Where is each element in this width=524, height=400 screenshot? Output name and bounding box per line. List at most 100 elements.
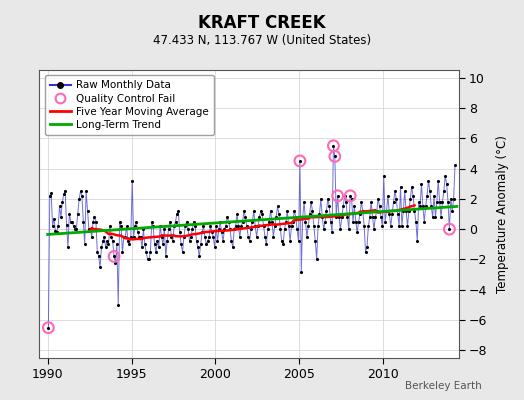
Point <box>420 218 429 225</box>
Point <box>220 226 228 232</box>
Point <box>335 214 343 220</box>
Text: KRAFT CREEK: KRAFT CREEK <box>198 14 326 32</box>
Point <box>104 241 113 248</box>
Point <box>438 199 446 205</box>
Point <box>412 218 420 225</box>
Point <box>155 244 163 250</box>
Point <box>243 223 251 229</box>
Point <box>138 244 146 250</box>
Point <box>315 211 324 217</box>
Point <box>434 178 442 184</box>
Point <box>253 234 261 240</box>
Point <box>135 234 144 240</box>
Point <box>125 241 134 248</box>
Point <box>68 218 77 225</box>
Point <box>99 238 107 244</box>
Point <box>181 223 190 229</box>
Point <box>433 199 441 205</box>
Point <box>118 249 127 255</box>
Point <box>149 223 157 229</box>
Point <box>71 226 79 232</box>
Point <box>278 238 286 244</box>
Point <box>347 196 356 202</box>
Point <box>419 203 427 210</box>
Point <box>56 203 64 210</box>
Point <box>182 218 191 225</box>
Point <box>44 324 52 331</box>
Point <box>257 208 265 214</box>
Point <box>199 223 208 229</box>
Point <box>384 193 392 199</box>
Point <box>392 196 400 202</box>
Point <box>270 223 279 229</box>
Point <box>332 214 341 220</box>
Point <box>57 214 65 220</box>
Point <box>170 223 178 229</box>
Point <box>62 222 71 228</box>
Point <box>97 244 106 250</box>
Point <box>113 241 121 248</box>
Point <box>67 218 75 225</box>
Point <box>94 253 103 260</box>
Point <box>400 188 409 194</box>
Point <box>304 223 312 229</box>
Point <box>291 214 300 220</box>
Point <box>110 253 118 260</box>
Point <box>58 199 67 205</box>
Point <box>387 223 395 229</box>
Point <box>190 218 198 225</box>
Point <box>180 234 188 240</box>
Point <box>160 226 169 232</box>
Point <box>52 229 61 235</box>
Point <box>196 241 205 248</box>
Point <box>427 203 435 210</box>
Point <box>79 218 88 225</box>
Point <box>368 214 377 220</box>
Point <box>444 199 452 205</box>
Point <box>69 223 78 229</box>
Point <box>266 208 275 214</box>
Point <box>202 241 211 248</box>
Point <box>303 234 311 240</box>
Point <box>185 238 194 244</box>
Point <box>191 223 199 229</box>
Point <box>324 196 332 202</box>
Point <box>318 214 326 220</box>
Point <box>244 234 253 240</box>
Point <box>177 241 185 248</box>
Point <box>311 238 320 244</box>
Point <box>48 223 57 229</box>
Point <box>255 214 264 220</box>
Point <box>377 214 385 220</box>
Point <box>370 226 378 232</box>
Point <box>157 234 166 240</box>
Point <box>237 223 245 229</box>
Point <box>184 226 192 232</box>
Point <box>262 241 270 248</box>
Point <box>346 193 354 199</box>
Point <box>227 238 236 244</box>
Point <box>389 199 398 205</box>
Point <box>373 208 381 214</box>
Point <box>442 180 451 187</box>
Point <box>134 229 142 235</box>
Point <box>366 214 374 220</box>
Point <box>165 226 173 232</box>
Point <box>107 234 115 240</box>
Point <box>342 199 350 205</box>
Point <box>152 249 160 255</box>
Point <box>379 173 388 179</box>
Point <box>307 199 315 205</box>
Point <box>396 184 405 190</box>
Point <box>82 188 90 194</box>
Point <box>64 244 72 250</box>
Point <box>86 226 94 232</box>
Point <box>192 238 201 244</box>
Point <box>142 249 150 255</box>
Point <box>100 234 108 240</box>
Point <box>83 208 92 214</box>
Point <box>339 203 347 210</box>
Point <box>171 218 180 225</box>
Point <box>224 218 233 225</box>
Point <box>321 218 329 225</box>
